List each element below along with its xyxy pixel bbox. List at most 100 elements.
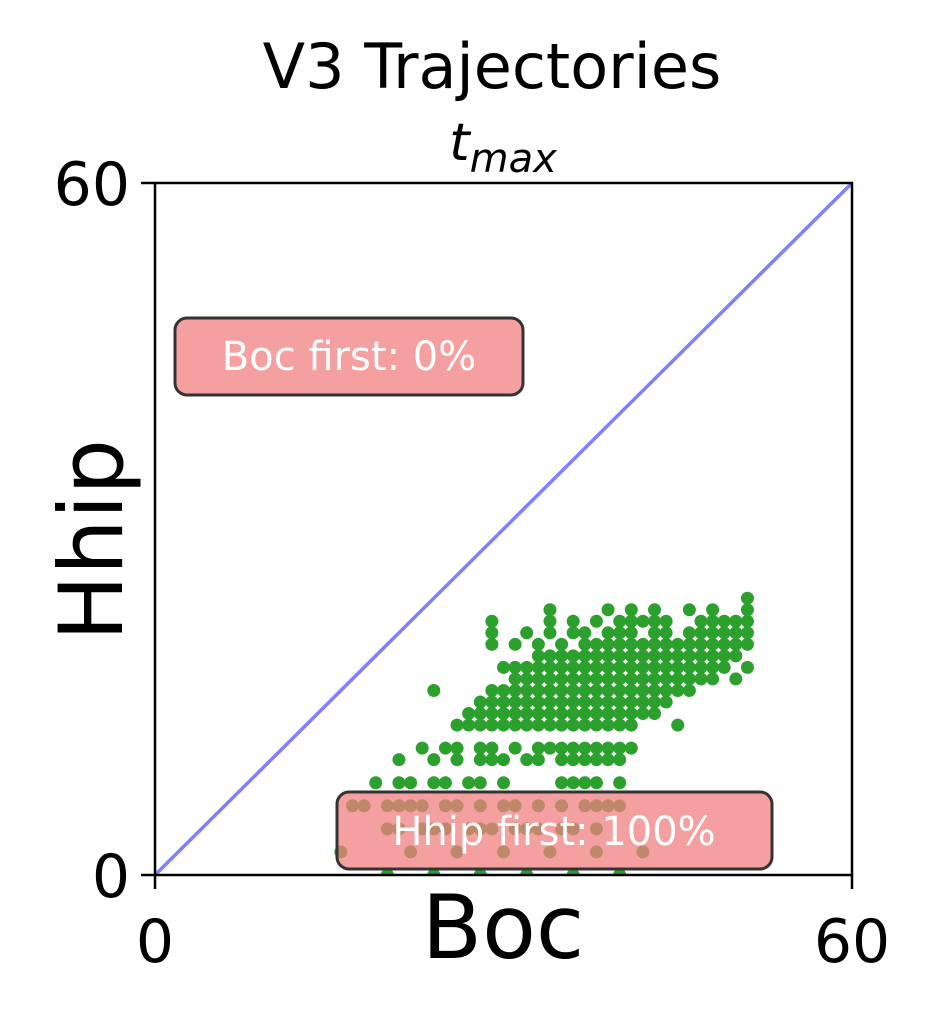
scatter-point <box>531 707 545 721</box>
scatter-point <box>682 626 696 640</box>
plot-area <box>155 183 852 875</box>
scatter-point <box>613 637 627 651</box>
scatter-point <box>601 753 615 767</box>
scatter-point <box>706 637 720 651</box>
scatter-point <box>531 741 545 755</box>
scatter-point <box>497 718 510 732</box>
scatter-point <box>589 753 603 767</box>
scatter-point <box>659 683 673 697</box>
scatter-point <box>566 683 580 697</box>
scatter-point <box>566 718 580 732</box>
scatter-point <box>613 776 627 790</box>
scatter-point <box>671 683 685 697</box>
scatter-point <box>531 753 545 767</box>
scatter-point <box>671 672 685 686</box>
scatter-point <box>671 649 685 663</box>
scatter-point <box>497 695 510 709</box>
scatter-point <box>729 637 743 651</box>
scatter-point <box>624 707 638 721</box>
y-axis-label: Hhip <box>40 439 143 641</box>
annotation-text: Hhip first: 100% <box>392 809 715 855</box>
scatter-point <box>578 776 592 790</box>
scatter-point <box>508 683 522 697</box>
scatter-point <box>578 753 592 767</box>
scatter-point <box>589 683 603 697</box>
scatter-point <box>601 741 615 755</box>
scatter-point <box>601 695 615 709</box>
scatter-point <box>648 626 662 640</box>
scatter-point <box>648 707 662 721</box>
scatter-point <box>508 660 522 674</box>
scatter-point <box>508 672 522 686</box>
scatter-point <box>427 683 441 697</box>
scatter-point <box>462 718 476 732</box>
scatter-point <box>566 672 580 686</box>
scatter-point <box>485 626 499 640</box>
scatter-point <box>613 649 627 663</box>
scatter-point <box>450 718 464 732</box>
scatter-point <box>555 707 569 721</box>
scatter-point <box>613 614 627 628</box>
scatter-point <box>682 672 696 686</box>
scatter-point <box>520 695 534 709</box>
scatter-point <box>531 672 545 686</box>
scatter-point <box>601 718 615 732</box>
scatter-point <box>473 718 487 732</box>
scatter-point <box>462 776 476 790</box>
y-tick-label-60: 60 <box>54 150 130 220</box>
scatter-point <box>473 695 487 709</box>
scatter-point <box>520 660 534 674</box>
scatter-point <box>578 626 592 640</box>
scatter-point <box>729 672 743 686</box>
scatter-point <box>613 741 627 755</box>
scatter-point <box>531 660 545 674</box>
scatter-point <box>624 683 638 697</box>
scatter-point <box>648 649 662 663</box>
scatter-point <box>589 695 603 709</box>
scatter-point <box>613 753 627 767</box>
scatter-point <box>555 776 569 790</box>
scatter-point <box>682 660 696 674</box>
scatter-point <box>555 672 569 686</box>
scatter-point <box>566 660 580 674</box>
scatter-point <box>566 753 580 767</box>
scatter-point <box>671 718 685 732</box>
scatter-point <box>601 707 615 721</box>
scatter-point <box>613 660 627 674</box>
scatter-point <box>578 637 592 651</box>
scatter-point <box>589 672 603 686</box>
scatter-point <box>497 753 510 767</box>
scatter-point <box>601 683 615 697</box>
scatter-point <box>578 718 592 732</box>
scatter-point <box>543 741 557 755</box>
scatter-point <box>659 695 673 709</box>
scatter-point <box>636 649 650 663</box>
scatter-point <box>613 683 627 697</box>
scatter-point <box>624 718 638 732</box>
x-tick-label-60: 60 <box>814 907 890 977</box>
scatter-point <box>566 614 580 628</box>
scatter-point <box>601 672 615 686</box>
scatter-point <box>624 614 638 628</box>
scatter-point <box>717 660 731 674</box>
scatter-point <box>659 614 673 628</box>
scatter-point <box>659 626 673 640</box>
scatter-point <box>601 626 615 640</box>
scatter-point <box>589 707 603 721</box>
scatter-point <box>485 753 499 767</box>
scatter-point <box>624 741 638 755</box>
scatter-point <box>508 718 522 732</box>
scatter-point <box>589 741 603 755</box>
scatter-point <box>531 718 545 732</box>
scatter-point <box>555 660 569 674</box>
scatter-point <box>648 695 662 709</box>
scatter-point <box>578 741 592 755</box>
scatter-point <box>473 707 487 721</box>
scatter-point <box>543 707 557 721</box>
scatter-point <box>555 753 569 767</box>
scatter-point <box>636 614 650 628</box>
scatter-point <box>659 672 673 686</box>
scatter-point <box>648 637 662 651</box>
scatter-point <box>717 649 731 663</box>
scatter-point <box>682 603 696 617</box>
